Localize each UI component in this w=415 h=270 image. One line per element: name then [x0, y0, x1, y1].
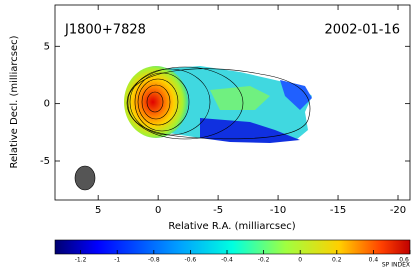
colorbar-tick-label: 0.2 [332, 257, 342, 264]
x-tick-label: 5 [95, 205, 101, 216]
x-axis-label: Relative R.A. (milliarcsec) [168, 221, 295, 232]
x-tick-label: -5 [213, 205, 223, 216]
frame [54, 4, 411, 201]
y-tick-label: 0 [44, 99, 50, 110]
beam [74, 165, 96, 191]
source-name: J1800+7828 [64, 23, 146, 38]
colorbar-tick-label: -0.4 [221, 257, 233, 264]
colorbar-tick-label: 0.6 [399, 257, 409, 264]
x-tick-label: 0 [155, 205, 161, 216]
colorbar-tick-label: -0.8 [148, 257, 160, 264]
colorbar-tick-label: -0.6 [185, 257, 197, 264]
steep-region [280, 80, 312, 110]
colorbar-tick-label: 0.4 [369, 257, 379, 264]
colorbar [54, 239, 411, 255]
epoch: 2002-01-16 [324, 23, 400, 38]
colorbar-label: SP INDEX [382, 262, 410, 269]
x-tick-label: -10 [270, 205, 286, 216]
colorbar-tick-label: -1 [114, 257, 120, 264]
y-tick-label: -5 [40, 156, 50, 167]
y-tick-label: 5 [44, 41, 50, 52]
flat-region [210, 86, 270, 110]
y-axis-label: Relative Decl. (milliarcsec) [9, 35, 20, 168]
steep-region [200, 118, 300, 143]
colorbar-tick-label: -1.2 [75, 257, 87, 264]
x-tick-label: -20 [390, 205, 406, 216]
x-tick-label: -15 [330, 205, 346, 216]
colorbar-tick-label: 0 [298, 257, 302, 264]
core [124, 66, 188, 138]
colorbar-tick-label: -0.2 [258, 257, 270, 264]
map [74, 66, 312, 191]
